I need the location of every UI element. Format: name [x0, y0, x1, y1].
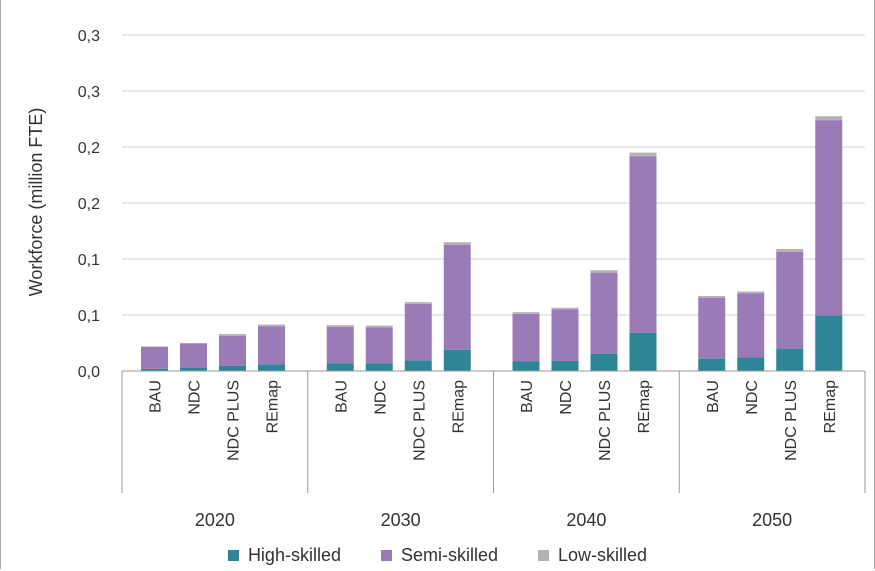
bar-segment: [737, 357, 765, 371]
bar-segment: [512, 313, 540, 362]
bar-segment: [326, 363, 354, 371]
bar-segment: [629, 152, 657, 157]
category-label: REmap: [636, 380, 653, 433]
category-label: BAU: [519, 380, 536, 413]
category-label: NDC: [372, 380, 389, 415]
bar-segment: [698, 358, 726, 371]
group-label: 2030: [381, 510, 421, 530]
y-axis-label: Workforce (million FTE): [26, 108, 46, 297]
category-label: REmap: [265, 380, 282, 433]
bar-segment: [590, 273, 618, 354]
legend-swatch: [227, 549, 239, 561]
category-label: REmap: [822, 380, 839, 433]
category-label: NDC: [187, 380, 204, 415]
category-label: NDC: [744, 380, 761, 415]
bar-segment: [326, 325, 354, 327]
bar-segment: [365, 363, 393, 371]
bar-segment: [590, 270, 618, 273]
category-label: NDC PLUS: [597, 380, 614, 461]
bar-segment: [629, 332, 657, 371]
bar-segment: [180, 367, 207, 371]
bar-segment: [258, 364, 285, 371]
bar-segment: [258, 324, 285, 327]
bar-segment: [512, 361, 540, 371]
bar-segment: [776, 348, 804, 371]
bars: [141, 116, 843, 371]
category-label: NDC PLUS: [783, 380, 800, 461]
bar-segment: [258, 326, 285, 365]
bar-segment: [815, 120, 843, 316]
legend-swatch: [380, 549, 392, 561]
category-label: BAU: [705, 380, 722, 413]
bar-segment: [180, 343, 207, 368]
group-label: 2050: [752, 510, 792, 530]
bar-segment: [219, 365, 246, 371]
category-label: NDC: [558, 380, 575, 415]
legend-label: Low-skilled: [558, 544, 648, 565]
bar-segment: [141, 368, 168, 371]
bar-segment: [219, 334, 246, 336]
bar-segment: [776, 248, 804, 252]
legend-swatch: [538, 549, 550, 561]
bar-segment: [815, 315, 843, 371]
bar-segment: [551, 360, 579, 371]
bar-segment: [815, 116, 843, 121]
y-tick-label: 0,3: [78, 28, 100, 45]
bar-segment: [737, 293, 765, 358]
category-label: REmap: [450, 380, 467, 433]
bar-segment: [551, 309, 579, 361]
group-label: 2020: [195, 510, 235, 530]
bar-segment: [698, 297, 726, 359]
category-axis: 2020 BAU NDC NDC PLUS REmap 2030 BAU NDC NDC PLU…: [121, 370, 866, 530]
category-label: BAU: [148, 380, 165, 413]
group-label: 2040: [566, 510, 606, 530]
bar-segment: [404, 360, 432, 371]
y-tick-label: 0,3: [78, 84, 100, 101]
bar-segment: [776, 251, 804, 349]
gridlines: [122, 34, 865, 316]
legend-label: Semi-skilled: [400, 544, 499, 565]
bar-segment: [590, 353, 618, 371]
bar-segment: [698, 295, 726, 298]
y-tick-label: 0,0: [78, 364, 100, 381]
bar-segment: [404, 303, 432, 361]
bar-segment: [219, 335, 246, 366]
y-tick-labels: 0,0 0,1 0,1 0,2 0,2 0,3 0,3: [78, 28, 100, 381]
y-tick-label: 0,2: [78, 196, 100, 213]
legend-item: Semi-skilled: [380, 544, 499, 566]
bar-segment: [512, 312, 540, 314]
legend-item: Low-skilled: [538, 545, 647, 566]
bar-segment: [443, 245, 471, 350]
bar-segment: [443, 349, 471, 371]
y-tick-label: 0,2: [78, 140, 100, 157]
legend-label: High-skilled: [247, 544, 341, 565]
bar-segment: [141, 346, 168, 347]
bar-segment: [326, 326, 354, 364]
legend: High-skilled Semi-skilled Low-skilled: [0, 542, 875, 568]
bar-segment: [404, 302, 432, 304]
category-label: BAU: [333, 380, 350, 413]
y-tick-label: 0,1: [78, 252, 100, 269]
bar-segment: [443, 242, 471, 245]
legend-item: High-skilled: [227, 544, 341, 566]
bar-segment: [551, 307, 579, 310]
bar-segment: [141, 346, 168, 369]
bar-segment: [737, 291, 765, 294]
y-tick-label: 0,1: [78, 308, 100, 325]
bar-segment: [629, 156, 657, 333]
bar-segment: [365, 325, 393, 328]
bar-segment: [180, 343, 207, 344]
bar-segment: [365, 327, 393, 364]
category-label: NDC PLUS: [226, 380, 243, 461]
category-label: NDC PLUS: [411, 380, 428, 461]
